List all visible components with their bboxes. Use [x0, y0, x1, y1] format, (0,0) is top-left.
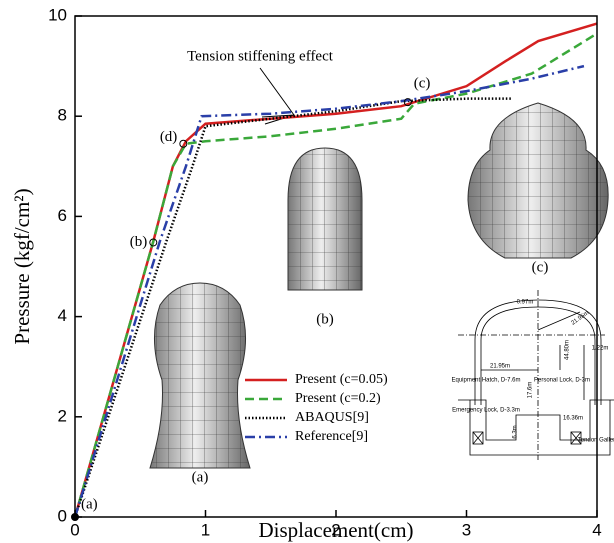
diagram-label: 6.3m [513, 425, 519, 438]
y-tick-label: 0 [58, 506, 67, 525]
diagram-label: 16.36m [563, 416, 583, 422]
x-tick-label: 4 [592, 520, 601, 539]
y-tick-label: 8 [58, 106, 67, 125]
diagram-label: Emergency Lock, D-3.3m [452, 408, 520, 414]
legend-label: Present (c=0.2) [295, 391, 381, 406]
inset-label: (a) [192, 469, 209, 485]
diagram-label: Personal Lock, D-3m [534, 378, 590, 384]
chart: 012340246810Displacement(cm)Pressure (kg… [0, 0, 614, 543]
x-tick-label: 1 [201, 520, 210, 539]
y-tick-label: 10 [48, 5, 67, 24]
y-axis-label: Pressure (kgf/cm²) [10, 188, 34, 344]
annotation-label: (d) [160, 129, 178, 145]
containment-diagram [458, 290, 614, 460]
inset-b [288, 148, 362, 290]
x-axis-label: Displacement(cm) [258, 518, 413, 542]
diagram-label: Equipment Hatch, D-7.6m [451, 378, 520, 384]
series-line [75, 99, 512, 517]
annotation-marker [72, 514, 79, 521]
legend-label: Reference[9] [295, 429, 368, 444]
x-tick-label: 3 [462, 520, 471, 539]
y-tick-label: 6 [58, 206, 67, 225]
inset-label: (c) [532, 259, 549, 275]
diagram-label: 0.97m [517, 300, 534, 306]
diagram-label: 1.22m [592, 346, 609, 352]
y-tick-label: 2 [58, 406, 67, 425]
legend-label: ABAQUS[9] [295, 410, 369, 425]
legend-label: Present (c=0.05) [295, 372, 388, 387]
annotation-label: (a) [81, 496, 98, 512]
annotation-label: (b) [130, 234, 148, 250]
inset-label: (b) [316, 311, 334, 327]
annotation-label: (c) [414, 76, 431, 92]
y-tick-label: 4 [58, 306, 67, 325]
diagram-label: Tendon Gallery [578, 438, 614, 444]
diagram-label: 21.95m [490, 364, 510, 370]
x-tick-label: 0 [70, 520, 79, 539]
diagram-label: 21.95m [570, 310, 590, 326]
inset-c [468, 103, 608, 258]
annotation-leader [260, 68, 294, 124]
diagram-label: 44.80m [565, 340, 571, 360]
note: Tension stiffening effect [187, 48, 334, 64]
diagram-label: 17.6m [528, 382, 534, 399]
inset-a [150, 283, 250, 468]
